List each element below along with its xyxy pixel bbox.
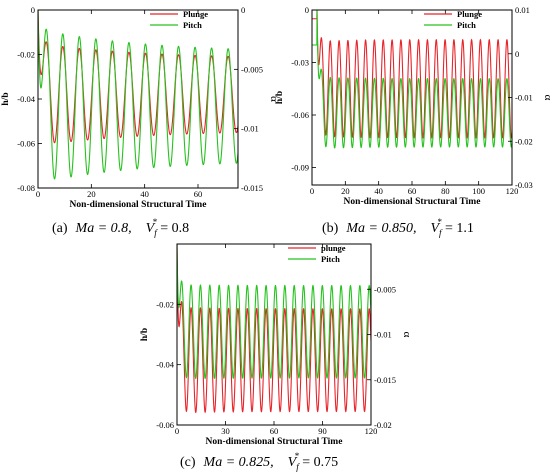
caption-vf: V (146, 221, 156, 236)
x-tick-label: 100 (472, 186, 485, 196)
y2-tick-label: -0.01 (515, 93, 533, 103)
y-tick-label: -0.02 (156, 299, 174, 309)
chart-panel-b: 0 20 40 60 80 100 120 -0.09 -0.06 -0.03 0 -0.03 -0.0… (275, 5, 550, 238)
x-tick-label: 20 (87, 189, 96, 199)
x-tick-label: 60 (408, 186, 417, 196)
series-line-pitch (38, 10, 238, 180)
x-tick-label: 0 (310, 186, 314, 196)
x-axis-label: Non-dimensional Structural Time (344, 197, 481, 207)
x-tick-label: 20 (341, 186, 350, 196)
y-tick-label: 0 (305, 5, 309, 15)
legend-label: Plunge (457, 9, 482, 19)
x-tick-label: 30 (221, 426, 230, 436)
x-tick-label: 0 (175, 426, 179, 436)
legend-label: Plunge (183, 9, 208, 19)
y-tick-label: -0.04 (17, 94, 35, 104)
caption-vf-value: = 0.8 (160, 221, 189, 236)
legend-label: plunge (321, 243, 346, 253)
caption-vf-sub: f (439, 228, 443, 238)
y-tick-label: -0.08 (17, 183, 35, 193)
series-line-plunge (177, 244, 371, 414)
caption-ma: Ma = 0.8, (75, 221, 132, 236)
caption-vf-value: = 0.75 (302, 455, 338, 470)
y2-tick-label: -0.015 (241, 183, 263, 193)
legend-label: Pitch (321, 254, 340, 264)
caption-ma: Ma = 0.850, (345, 221, 416, 236)
caption-vf-sub: f (154, 228, 158, 238)
y-tick-label: -0.03 (291, 58, 309, 68)
x-axis-label: Non-dimensional Structural Time (70, 200, 207, 210)
caption-vf-sup: * (438, 217, 443, 227)
y-axis-label: h/b (1, 92, 11, 105)
x-tick-label: 90 (318, 426, 327, 436)
caption-letter: (a) (52, 221, 68, 236)
x-tick-label: 120 (506, 186, 519, 196)
series-line-plunge (312, 10, 512, 139)
caption-ma: Ma = 0.825, (203, 455, 274, 470)
y-axis-label: h/b (140, 328, 150, 341)
y2-tick-label: 0 (241, 5, 245, 15)
y2-axis-label: α (401, 332, 413, 338)
y-tick-label: -0.06 (156, 420, 174, 430)
y-tick-label: -0.09 (291, 163, 309, 173)
panel-caption: (b) Ma = 0.850, Vf* = 1.1 (322, 217, 474, 238)
caption-vf-sup: * (153, 217, 158, 227)
y2-tick-label: -0.02 (374, 420, 392, 430)
y2-tick-label: 0.01 (515, 5, 530, 15)
y2-tick-label: -0.03 (515, 180, 533, 190)
caption-letter: (b) (322, 221, 339, 236)
y-tick-label: -0.06 (17, 139, 35, 149)
y2-tick-label: 0 (515, 49, 519, 59)
panel-caption: (c) Ma = 0.825, Vf* = 0.75 (180, 451, 338, 472)
x-tick-label: 40 (140, 189, 149, 199)
x-tick-label: 60 (194, 189, 203, 199)
caption-vf-sub: f (296, 462, 300, 472)
y2-tick-label: -0.01 (241, 124, 259, 134)
y-tick-label: -0.06 (291, 110, 309, 120)
y2-tick-label: -0.01 (374, 330, 392, 340)
y2-tick-label: -0.02 (515, 136, 533, 146)
chart-panel-a: 0 20 40 60 -0.08 -0.06 -0.04 -0.02 0 -0.015 -0.01 -… (1, 5, 280, 238)
y2-tick-label: -0.015 (374, 375, 396, 385)
chart-panel-c: 0 30 60 90 120 -0.06 -0.04 -0.02 -0.02 -0.015 -0.0… (140, 243, 413, 472)
x-tick-label: 120 (365, 426, 378, 436)
y2-axis-label: α (542, 95, 550, 101)
x-tick-label: 0 (36, 189, 40, 199)
caption-vf-value: = 1.1 (445, 221, 474, 236)
caption-vf: V (288, 455, 298, 470)
caption-letter: (c) (180, 455, 196, 470)
series-line-plunge (38, 10, 238, 144)
x-tick-label: 60 (270, 426, 279, 436)
y2-axis-label: α (268, 96, 280, 102)
legend-label: Pitch (457, 20, 476, 30)
y2-tick-label: -0.005 (374, 284, 396, 294)
caption-vf-sup: * (295, 451, 300, 461)
y-tick-label: 0 (31, 5, 35, 15)
caption-vf: V (430, 221, 440, 236)
x-tick-label: 40 (374, 186, 383, 196)
series-line-pitch (177, 244, 371, 380)
x-axis-label: Non-dimensional Structural Time (206, 437, 343, 447)
legend-label: Pitch (183, 20, 202, 30)
y-tick-label: -0.02 (17, 50, 35, 60)
y-tick-label: -0.04 (156, 360, 174, 370)
x-tick-label: 80 (441, 186, 450, 196)
y-axis-label: h/b (275, 91, 285, 104)
series-line-pitch (312, 10, 512, 149)
y2-tick-label: -0.005 (241, 64, 263, 74)
panel-caption: (a) Ma = 0.8, Vf* = 0.8 (52, 217, 189, 238)
